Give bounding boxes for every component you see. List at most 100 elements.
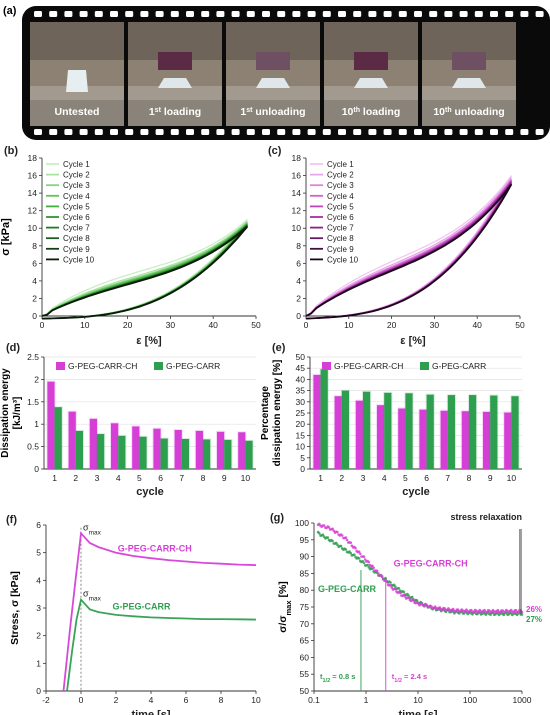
x-tick-label: 1000 <box>513 695 532 705</box>
y-tick-label: 6 <box>32 258 37 268</box>
frame-caption: 1st loading <box>149 106 201 118</box>
x-tick-label: 40 <box>472 320 482 330</box>
y-tick-label: 65 <box>300 636 310 646</box>
y-tick-label: 50 <box>296 352 306 362</box>
caption-shade <box>422 100 516 126</box>
y-tick-label: 6 <box>296 258 301 268</box>
sprocket-hole <box>520 129 529 135</box>
y-tick-label: 1 <box>34 419 39 429</box>
relaxation-point <box>367 560 371 564</box>
bar-e-0-1 <box>334 396 342 469</box>
x-tick-label: 7 <box>179 473 184 483</box>
sample-shape <box>158 78 192 88</box>
sprocket-hole <box>170 129 179 135</box>
y-tick-label: 0 <box>34 464 39 474</box>
sigma-max-annotation: σmax <box>83 522 102 536</box>
y-tick-label: 5 <box>36 548 41 558</box>
x-tick-label: 10 <box>413 695 423 705</box>
sprocket-hole <box>79 11 88 17</box>
y-tick-label: 0.5 <box>27 442 39 452</box>
relaxation-point <box>394 585 397 588</box>
y-tick-label: 2 <box>296 293 301 303</box>
relaxation-point <box>362 561 366 565</box>
x-tick-label: 0 <box>79 695 84 705</box>
film-frame: Untested <box>30 22 124 126</box>
relaxation-point <box>377 572 380 575</box>
compression-plate <box>452 52 486 70</box>
relaxation-point <box>407 594 410 597</box>
stress-curve-1 <box>66 597 257 692</box>
bar-e-0-8 <box>482 411 491 469</box>
panel-letter: (g) <box>270 512 284 524</box>
bar-d-1-0 <box>54 407 62 469</box>
sprocket-hole <box>414 129 422 135</box>
y-tick-label: 4 <box>296 276 301 286</box>
legend-swatch <box>322 362 331 370</box>
sprocket-hole <box>429 11 438 17</box>
sprocket-hole <box>429 129 438 135</box>
frame-upper-plate <box>30 22 124 60</box>
x-tick-label: 6 <box>424 473 429 483</box>
compression-plate <box>354 52 388 70</box>
sprocket-hole <box>368 11 377 17</box>
x-tick-label: 20 <box>123 320 133 330</box>
sprocket-hole <box>490 129 498 135</box>
panel-letter: (b) <box>4 145 18 157</box>
x-axis-label: ε [%] <box>400 335 426 347</box>
bar-e-0-7 <box>461 411 469 469</box>
sprocket-hole <box>307 11 316 17</box>
sprocket-hole <box>398 129 407 135</box>
sprocket-hole <box>444 129 453 135</box>
bar-d-0-2 <box>89 418 97 469</box>
legend-label: Cycle 1 <box>63 160 90 169</box>
relaxation-point <box>366 563 369 567</box>
bar-d-1-5 <box>160 438 168 469</box>
bar-d-0-5 <box>153 428 161 469</box>
stress-curve-0 <box>62 531 257 692</box>
x-tick-label: 10 <box>507 473 517 483</box>
relaxation-point <box>331 539 334 543</box>
sprocket-hole <box>216 11 225 17</box>
panel-letter: (e) <box>272 342 286 354</box>
relaxation-point <box>349 541 353 544</box>
legend-label: Cycle 1 <box>327 160 354 169</box>
legend-label: Cycle 3 <box>327 181 354 190</box>
relaxation-point <box>327 526 331 529</box>
y-tick-label: 10 <box>296 442 306 452</box>
y-tick-label: 20 <box>296 419 306 429</box>
relaxation-point <box>354 546 357 550</box>
y-tick-label: 10 <box>28 223 38 233</box>
x-tick-label: 30 <box>430 320 440 330</box>
x-tick-label: 0.1 <box>308 695 320 705</box>
frame-lower-plate <box>324 86 418 126</box>
compression-plate <box>256 52 290 70</box>
bar-d-1-9 <box>245 440 253 469</box>
relaxation-point <box>412 599 415 602</box>
x-axis-label: ε [%] <box>136 335 162 347</box>
y-tick-label: 0 <box>296 311 301 321</box>
series-label: G-PEG-CARR-CH <box>394 559 468 569</box>
bar-e-0-5 <box>419 409 427 469</box>
y-tick-label: 80 <box>300 585 310 595</box>
y-tick-label: 18 <box>292 153 302 163</box>
bar-e-1-5 <box>426 394 434 469</box>
x-tick-label: 100 <box>463 695 477 705</box>
relaxation-point <box>407 596 410 599</box>
y-tick-label: 10 <box>292 223 302 233</box>
sprocket-hole <box>490 11 498 17</box>
legend-label: Cycle 8 <box>327 234 354 243</box>
sprocket-hole <box>49 129 58 135</box>
x-tick-label: 50 <box>515 320 525 330</box>
sample-shape <box>66 70 88 92</box>
legend-label: Cycle 9 <box>327 245 354 254</box>
sprocket-hole <box>322 129 331 135</box>
sprocket-hole <box>110 11 118 17</box>
x-tick-label: 10 <box>251 695 261 705</box>
sprocket-hole <box>155 11 164 17</box>
legend-label: Cycle 5 <box>327 202 354 211</box>
frame-caption: Untested <box>55 106 100 118</box>
y-tick-label: 15 <box>296 430 306 440</box>
sprocket-hole <box>535 11 544 17</box>
sprocket-hole <box>246 129 255 135</box>
y-tick-label: 25 <box>296 408 306 418</box>
